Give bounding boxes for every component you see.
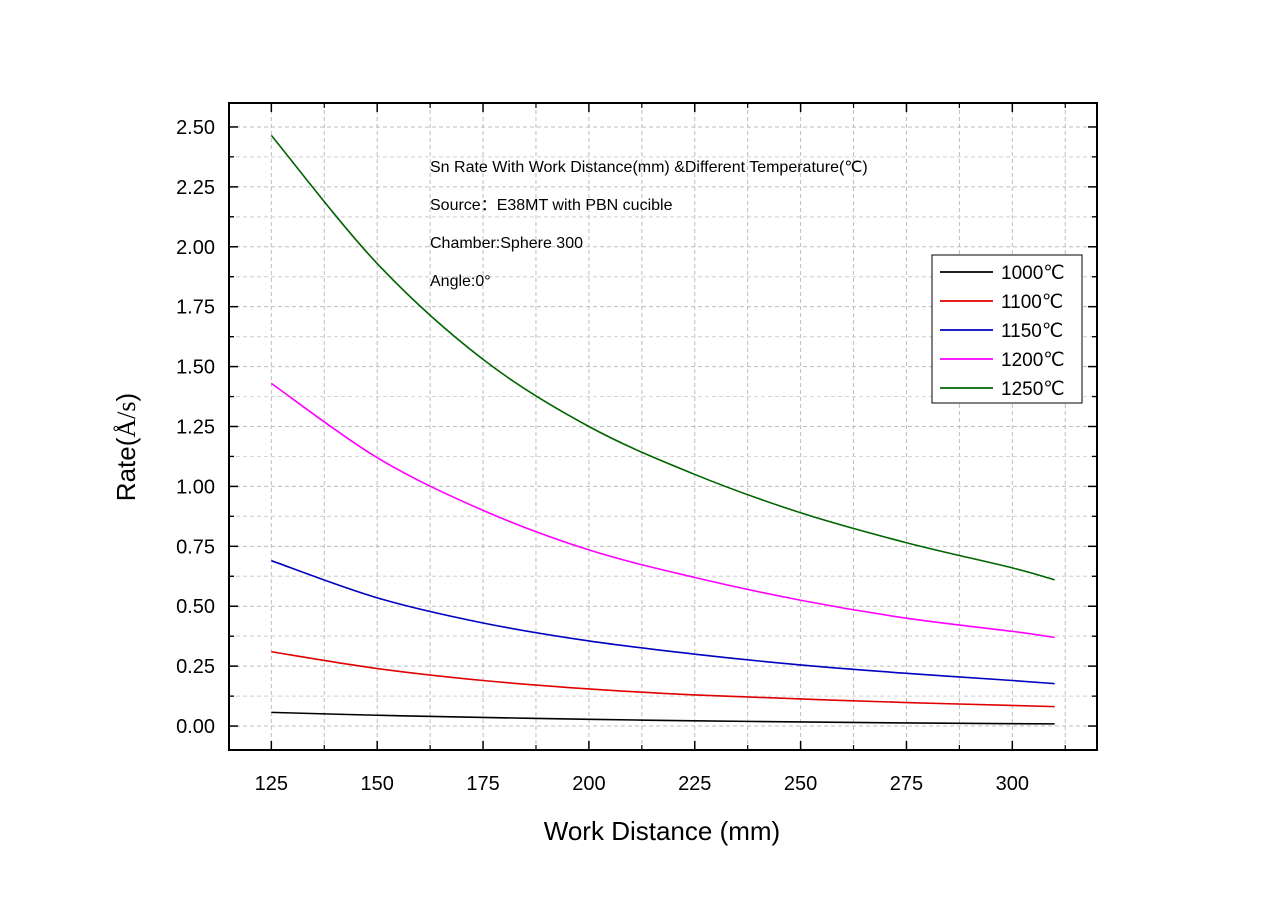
legend: 1000℃ 1100℃ 1150℃ 1200℃ 1250℃ (931, 254, 1083, 404)
annotation-angle: Angle:0° (430, 273, 491, 290)
tick-labels: 125 150 175 200 225 250 275 300 0.00 0.25 0.50 0.75… (176, 117, 1029, 795)
y-tick-label: 1.75 (176, 297, 215, 319)
series-line-1250℃ (270, 134, 1055, 581)
y-tick-label: 2.50 (176, 117, 215, 139)
legend-box (931, 254, 1083, 404)
y-tick-label: 2.25 (176, 177, 215, 199)
x-tick-label: 125 (255, 773, 288, 795)
x-tick-label: 275 (890, 773, 923, 795)
x-tick-label: 200 (572, 773, 605, 795)
x-tick-label: 175 (466, 773, 499, 795)
y-tick-label: 0.25 (176, 656, 215, 678)
y-axis-title: Rate(Å/s) (111, 393, 141, 501)
y-tick-label: 1.00 (176, 476, 215, 498)
legend-label: 1100℃ (1001, 292, 1063, 313)
y-axis-title-suffix: ) (111, 393, 141, 402)
y-tick-label: 0.75 (176, 536, 215, 558)
legend-label: 1200℃ (1001, 350, 1065, 371)
annotation-source: Source：E38MT with PBN cucible (430, 197, 673, 214)
annotations: Sn Rate With Work Distance(mm) &Differen… (430, 159, 868, 290)
grid (229, 103, 1097, 750)
annotation-chamber: Chamber:Sphere 300 (430, 235, 583, 252)
series-lines (270, 134, 1055, 725)
x-axis-title: Work Distance (mm) (544, 816, 780, 846)
y-tick-label: 2.00 (176, 237, 215, 259)
y-tick-label: 0.00 (176, 716, 215, 738)
y-tick-label: 1.25 (176, 417, 215, 439)
y-axis-title-prefix: Rate( (111, 437, 141, 501)
y-axis-title-unit: Å/s (112, 401, 141, 437)
x-tick-label: 225 (678, 773, 711, 795)
legend-label: 1150℃ (1001, 321, 1063, 342)
legend-label: 1250℃ (1001, 379, 1065, 400)
y-tick-label: 0.50 (176, 596, 215, 618)
y-tick-label: 1.50 (176, 357, 215, 379)
series-line-1150℃ (271, 559, 1055, 685)
axis-ticks (229, 103, 1097, 750)
series-line-1100℃ (271, 650, 1055, 708)
plot-frame (228, 102, 1098, 751)
x-tick-label: 250 (784, 773, 817, 795)
legend-label: 1000℃ (1001, 263, 1065, 284)
series-line-1200℃ (270, 382, 1055, 639)
annotation-title: Sn Rate With Work Distance(mm) &Differen… (430, 159, 868, 176)
x-tick-label: 300 (996, 773, 1029, 795)
x-tick-label: 150 (361, 773, 394, 795)
series-line-1000℃ (271, 711, 1055, 725)
